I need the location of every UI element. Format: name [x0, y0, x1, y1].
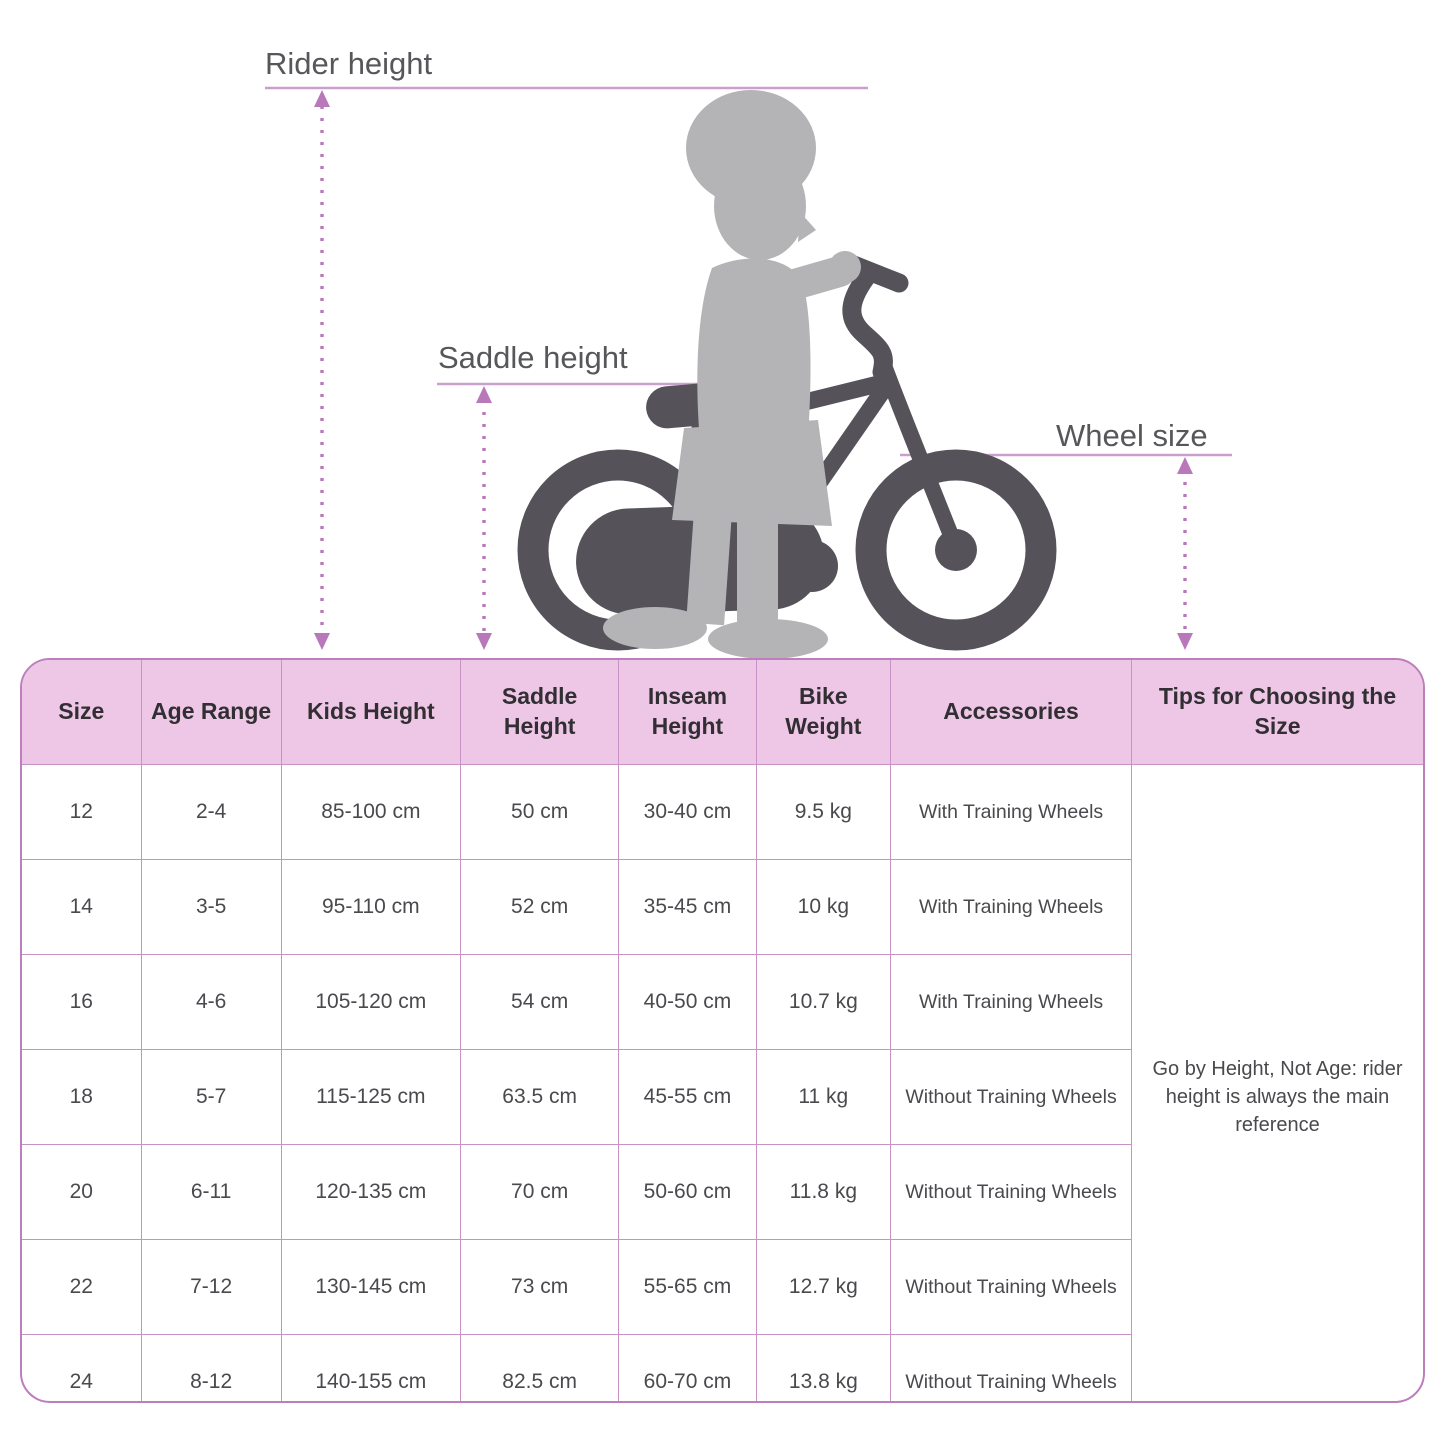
saddle-height-label: Saddle height — [438, 340, 628, 375]
child-silhouette — [603, 90, 861, 658]
size-cell: 16 — [22, 954, 142, 1050]
size-cell: 24 — [22, 1334, 142, 1401]
size-chart-table: Size Age Range Kids Height Saddle Height… — [22, 660, 1423, 1401]
bike-weight-cell: 13.8 kg — [755, 1334, 892, 1401]
front-wheel — [855, 449, 1057, 651]
saddle-height-cell: 82.5 cm — [459, 1334, 620, 1401]
saddle-height-cell: 52 cm — [459, 859, 620, 955]
age-range-cell: 8-12 — [140, 1334, 282, 1401]
table-row: 18 5-7 115-125 cm 63.5 cm 45-55 cm 11 kg Witho… — [22, 1049, 1423, 1145]
front-shoe — [708, 619, 828, 658]
rider-height-arrow — [314, 90, 330, 650]
bike-weight-cell: 11 kg — [755, 1049, 892, 1145]
saddle-height-cell: 63.5 cm — [459, 1049, 620, 1145]
hand — [829, 251, 861, 283]
bike-weight-cell: 9.5 kg — [755, 764, 892, 860]
header-inseam-height: Inseam Height — [618, 660, 757, 765]
inseam-height-cell: 30-40 cm — [618, 764, 757, 860]
nose — [798, 212, 816, 242]
inseam-height-cell: 50-60 cm — [618, 1144, 757, 1240]
kids-height-cell: 120-135 cm — [280, 1144, 461, 1240]
header-saddle-height: Saddle Height — [459, 660, 620, 765]
bike-measurement-diagram: Rider height Saddle height Wheel size — [265, 46, 1232, 658]
saddle-height-cell: 54 cm — [459, 954, 620, 1050]
size-cell: 12 — [22, 764, 142, 860]
accessories-cell: Without Training Wheels — [890, 1239, 1132, 1335]
header-bike-weight: Bike Weight — [755, 660, 892, 765]
header-age-range: Age Range — [140, 660, 282, 765]
tips-cell: Go by Height, Not Age: rider height is a… — [1131, 764, 1423, 1401]
table-row: 12 2-4 85-100 cm 50 cm 30-40 cm 9.5 kg With Tr… — [22, 764, 1423, 1401]
inseam-height-cell: 60-70 cm — [618, 1334, 757, 1401]
saddle-height-cell: 70 cm — [459, 1144, 620, 1240]
accessories-cell: With Training Wheels — [890, 859, 1132, 955]
bike-weight-cell: 10 kg — [755, 859, 892, 955]
rear-shoe — [603, 607, 707, 649]
size-chart-card: Size Age Range Kids Height Saddle Height… — [20, 658, 1425, 1403]
size-cell: 14 — [22, 859, 142, 955]
table-row: 16 4-6 105-120 cm 54 cm 40-50 cm 10.7 kg With … — [22, 954, 1423, 1050]
bike-weight-cell: 11.8 kg — [755, 1144, 892, 1240]
wheel-size-label: Wheel size — [1056, 418, 1208, 453]
wheel-size-arrow — [1177, 457, 1193, 650]
inseam-height-cell: 40-50 cm — [618, 954, 757, 1050]
table-body: 12 2-4 85-100 cm 50 cm 30-40 cm 9.5 kg With Tr… — [22, 764, 1423, 1401]
bike-weight-cell: 12.7 kg — [755, 1239, 892, 1335]
age-range-cell: 5-7 — [140, 1049, 282, 1145]
inseam-height-cell: 45-55 cm — [618, 1049, 757, 1145]
header-accessories: Accessories — [890, 660, 1133, 765]
size-cell: 18 — [22, 1049, 142, 1145]
front-leg — [737, 515, 778, 633]
age-range-cell: 7-12 — [140, 1239, 282, 1335]
accessories-cell: Without Training Wheels — [890, 1334, 1132, 1401]
kids-height-cell: 105-120 cm — [280, 954, 461, 1050]
size-cell: 22 — [22, 1239, 142, 1335]
age-range-cell: 4-6 — [140, 954, 282, 1050]
table-row: 24 8-12 140-155 cm 82.5 cm 60-70 cm 13.8 kg Wi… — [22, 1334, 1423, 1401]
size-cell: 20 — [22, 1144, 142, 1240]
accessories-cell: Without Training Wheels — [890, 1049, 1132, 1145]
inseam-height-cell: 55-65 cm — [618, 1239, 757, 1335]
age-range-cell: 2-4 — [140, 764, 282, 860]
shorts — [672, 420, 832, 526]
rider-height-label: Rider height — [265, 46, 433, 81]
head — [714, 152, 806, 260]
accessories-cell: Without Training Wheels — [890, 1144, 1132, 1240]
saddle-height-cell: 73 cm — [459, 1239, 620, 1335]
saddle-height-cell: 50 cm — [459, 764, 620, 860]
header-size: Size — [22, 660, 142, 765]
rear-leg — [686, 510, 732, 626]
header-tips: Tips for Choosing the Size — [1131, 660, 1423, 765]
header-kids-height: Kids Height — [280, 660, 461, 765]
saddle-height-arrow — [476, 386, 492, 650]
kids-height-cell: 140-155 cm — [280, 1334, 461, 1401]
kids-height-cell: 115-125 cm — [280, 1049, 461, 1145]
age-range-cell: 6-11 — [140, 1144, 282, 1240]
torso — [697, 258, 811, 442]
table-row: 22 7-12 130-145 cm 73 cm 55-65 cm 12.7 kg With… — [22, 1239, 1423, 1335]
handlebar — [842, 262, 893, 382]
accessories-cell: With Training Wheels — [890, 954, 1132, 1050]
age-range-cell: 3-5 — [140, 859, 282, 955]
accessories-cell: With Training Wheels — [890, 764, 1133, 860]
kids-height-cell: 130-145 cm — [280, 1239, 461, 1335]
inseam-height-cell: 35-45 cm — [618, 859, 757, 955]
kids-height-cell: 85-100 cm — [280, 764, 461, 860]
header-row: Size Age Range Kids Height Saddle Height… — [22, 660, 1423, 765]
table-row: 20 6-11 120-135 cm 70 cm 50-60 cm 11.8 kg With… — [22, 1144, 1423, 1240]
kids-height-cell: 95-110 cm — [280, 859, 461, 955]
bike-weight-cell: 10.7 kg — [755, 954, 892, 1050]
table-row: 14 3-5 95-110 cm 52 cm 35-45 cm 10 kg With Tra… — [22, 859, 1423, 955]
